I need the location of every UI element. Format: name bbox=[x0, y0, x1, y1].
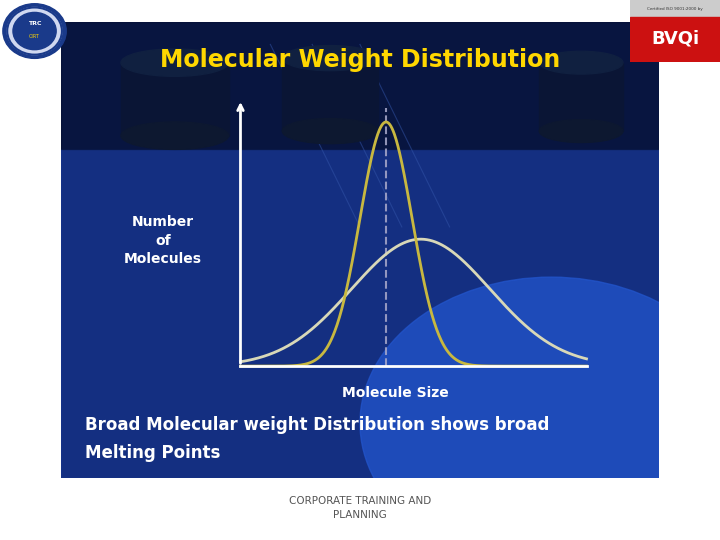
Bar bbox=[61, 150, 659, 478]
Bar bbox=[61, 22, 659, 150]
Bar bbox=[630, 17, 720, 62]
Text: Certified ISO 9001:2000 by: Certified ISO 9001:2000 by bbox=[647, 6, 703, 11]
Text: CIRT: CIRT bbox=[29, 33, 40, 38]
Text: TRC: TRC bbox=[28, 21, 41, 26]
Bar bbox=[282, 58, 378, 131]
Text: Molecular Weight Distribution: Molecular Weight Distribution bbox=[160, 49, 560, 72]
Circle shape bbox=[3, 4, 66, 58]
Text: Molecule Size: Molecule Size bbox=[343, 387, 449, 401]
Text: CORPORATE TRAINING AND
PLANNING: CORPORATE TRAINING AND PLANNING bbox=[289, 496, 431, 519]
Text: BVQi: BVQi bbox=[651, 30, 699, 48]
Ellipse shape bbox=[121, 49, 228, 76]
Circle shape bbox=[13, 12, 56, 50]
Ellipse shape bbox=[539, 51, 623, 74]
Ellipse shape bbox=[282, 45, 378, 71]
Bar bbox=[539, 63, 623, 131]
Text: Melting Points: Melting Points bbox=[85, 444, 220, 462]
Ellipse shape bbox=[539, 120, 623, 143]
Text: Number
of
Molecules: Number of Molecules bbox=[124, 215, 202, 266]
Ellipse shape bbox=[282, 119, 378, 144]
Ellipse shape bbox=[121, 122, 228, 150]
Circle shape bbox=[7, 8, 62, 55]
Text: Broad Molecular weight Distribution shows broad: Broad Molecular weight Distribution show… bbox=[85, 416, 549, 434]
Bar bbox=[121, 63, 228, 136]
Bar bbox=[630, 0, 720, 17]
Circle shape bbox=[360, 277, 720, 540]
